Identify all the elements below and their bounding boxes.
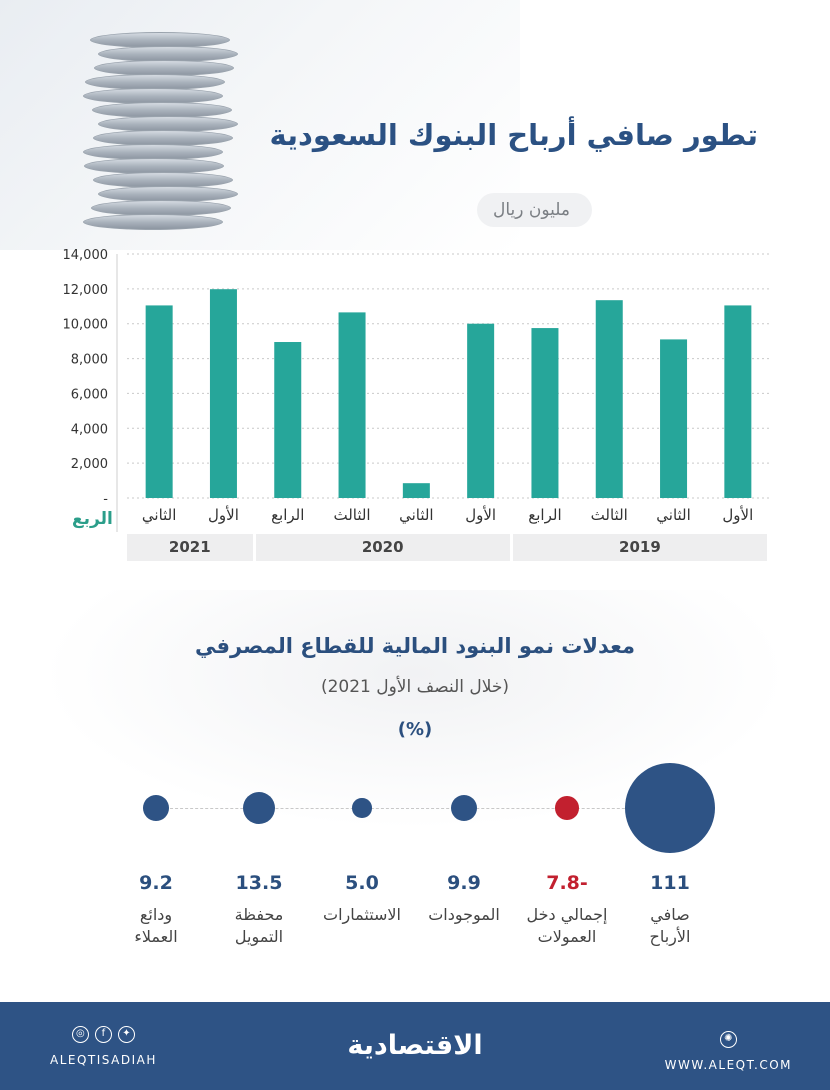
- y-tick-label: 10,000: [63, 318, 109, 333]
- x-tick-label: الأول: [722, 505, 753, 524]
- year-band-2019: 2019: [512, 534, 767, 561]
- metric-label-line: محفظة: [234, 905, 284, 924]
- metric-label: صافي الأرباح: [615, 904, 725, 948]
- metric-label-line: العملاء: [134, 927, 178, 946]
- bar-chart: - 2,000 4,000 6,000 8,000 10,000 12,000 14,000 ا…: [63, 248, 770, 532]
- metric-label: إجمالي دخل العمولات: [512, 904, 622, 948]
- footer-social: ◎ f ✦ ALEQTISADIAH: [50, 1026, 157, 1067]
- metric-label-line: صافي: [650, 905, 690, 924]
- bar: [145, 305, 173, 498]
- growth-unit: (%): [397, 719, 433, 740]
- metric-label-line: الموجودات: [428, 905, 500, 924]
- metric-value: 111: [650, 872, 690, 894]
- coin-stack-image: [82, 20, 238, 250]
- coin-shape: [82, 214, 223, 230]
- metric-label: الموجودات: [409, 904, 519, 926]
- metric-label-line: العمولات: [537, 927, 597, 946]
- bar: [338, 312, 366, 498]
- y-tick-label: 2,000: [71, 457, 108, 472]
- bar: [660, 339, 688, 498]
- metric-label-line: ودائع: [139, 905, 173, 924]
- metric-value: 7.8-: [546, 872, 588, 894]
- footer-handle[interactable]: ALEQTISADIAH: [50, 1053, 157, 1067]
- y-tick-label: 12,000: [63, 283, 109, 298]
- twitter-icon[interactable]: ✦: [117, 1026, 135, 1043]
- footer-website: ✺ WWW.ALEQT.COM: [665, 1026, 792, 1072]
- year-band-2021: 2021: [127, 534, 253, 561]
- metric-value: 13.5: [235, 872, 283, 894]
- x-tick-label: الرابع: [528, 506, 561, 524]
- instagram-icon[interactable]: ◎: [71, 1026, 89, 1043]
- growth-bubble: [143, 795, 169, 821]
- y-tick-label: 4,000: [71, 422, 108, 437]
- x-tick-label: الثاني: [656, 506, 691, 525]
- metric-label-line: الأرباح: [649, 927, 691, 946]
- y-tick-label: 6,000: [71, 387, 108, 402]
- y-tick-label: 8,000: [71, 353, 108, 368]
- growth-bubble: [450, 794, 478, 822]
- metric-label: محفظة التمويل: [204, 904, 314, 948]
- x-tick-label: الأول: [465, 505, 496, 524]
- y-tick-label: 14,000: [63, 248, 109, 263]
- bar: [209, 289, 237, 498]
- metric-value: 9.2: [139, 872, 173, 894]
- metric-value: 9.9: [447, 872, 481, 894]
- footer-url[interactable]: WWW.ALEQT.COM: [664, 1058, 792, 1072]
- unit-label: مليون ريال: [476, 193, 592, 227]
- footer: ◎ f ✦ ALEQTISADIAH الاقتصادية ✺ WWW.ALEQ…: [0, 1002, 830, 1090]
- bar: [724, 305, 752, 498]
- bar: [467, 323, 495, 498]
- x-tick-label: الثاني: [399, 506, 434, 525]
- year-band-2020: 2020: [255, 534, 510, 561]
- facebook-icon[interactable]: f: [94, 1026, 112, 1043]
- bar: [531, 328, 559, 498]
- page-title: تطور صافي أرباح البنوك السعودية: [269, 118, 758, 152]
- bar: [402, 483, 430, 498]
- growth-bubble: [243, 792, 275, 824]
- globe-icon[interactable]: ✺: [719, 1031, 737, 1048]
- x-tick-label: الثاني: [142, 506, 177, 525]
- growth-subtitle: (خلال النصف الأول 2021): [320, 677, 510, 697]
- metric-label: الاستثمارات: [307, 904, 417, 926]
- metric-label-line: إجمالي دخل: [526, 905, 608, 924]
- growth-bubble: [555, 796, 579, 820]
- growth-bubble: [352, 798, 372, 818]
- growth-title: معدلات نمو البنود المالية للقطاع المصرفي: [195, 634, 635, 658]
- metric-label-line: التمويل: [234, 927, 284, 946]
- footer-logo: الاقتصادية: [347, 1030, 483, 1061]
- hero-background: [0, 0, 520, 250]
- x-tick-label: الثالث: [591, 506, 628, 524]
- x-tick-label: الأول: [208, 505, 239, 524]
- metric-label-line: الاستثمارات: [323, 905, 401, 924]
- metric-value: 5.0: [345, 872, 379, 894]
- x-tick-label: الرابع: [271, 506, 304, 524]
- metric-label: ودائع العملاء: [101, 904, 211, 948]
- bar: [274, 342, 302, 498]
- bar: [595, 300, 623, 498]
- bubble-connector-line: [155, 808, 670, 809]
- x-axis-title: الربع: [72, 509, 113, 529]
- x-tick-label: الثالث: [333, 506, 370, 524]
- growth-bubble: [625, 763, 715, 853]
- y-tick-label: -: [103, 492, 108, 507]
